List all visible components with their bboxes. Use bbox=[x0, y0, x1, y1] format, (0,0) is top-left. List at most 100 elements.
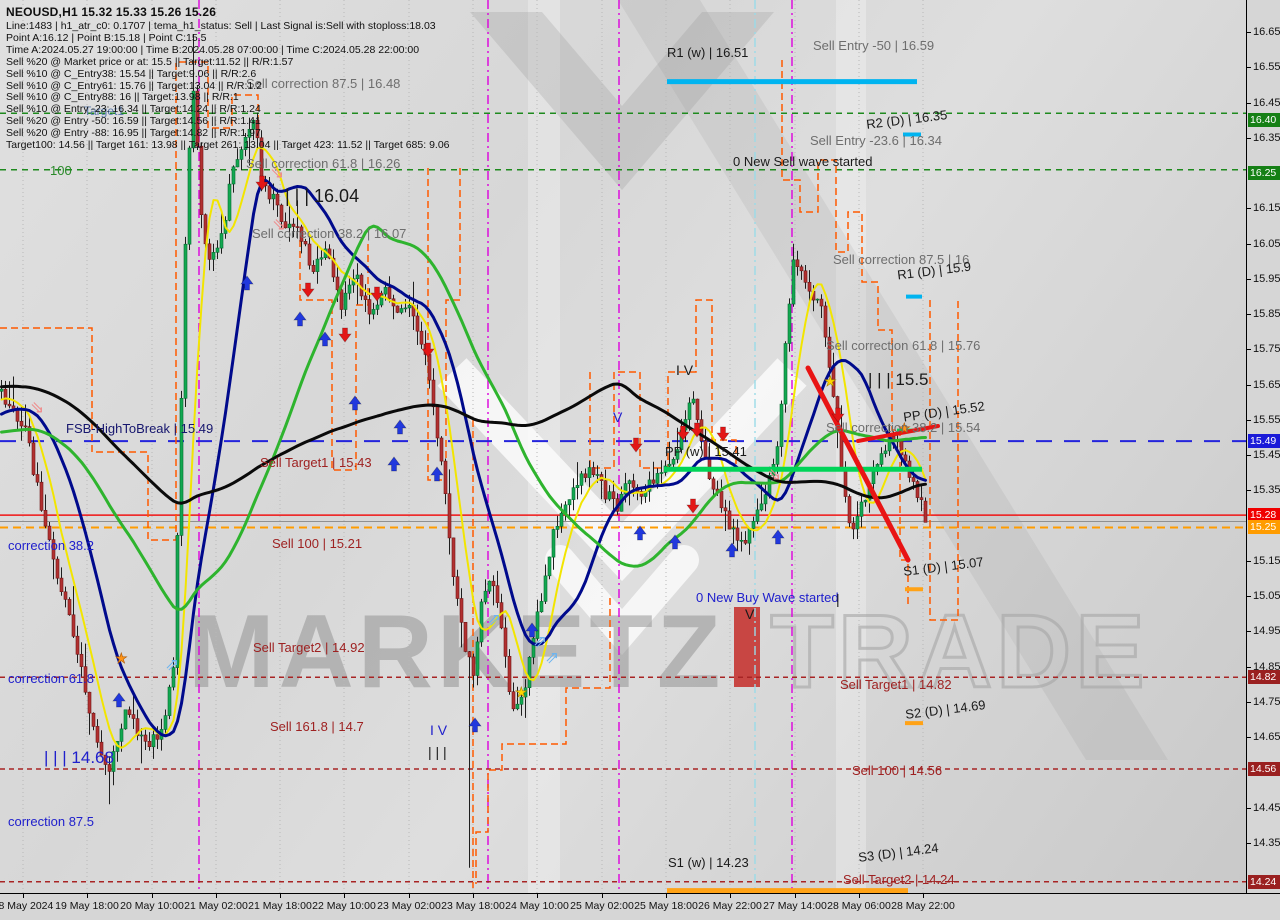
candle-body bbox=[447, 493, 452, 539]
price-axis-tick bbox=[1247, 278, 1251, 280]
chart-label: Sell correction 61.8 | 15.76 bbox=[826, 338, 981, 353]
sell-arrow-icon bbox=[338, 327, 352, 343]
trend-line bbox=[805, 365, 911, 563]
time-axis-label: 22 May 10:00 bbox=[312, 900, 376, 912]
candle-body bbox=[587, 467, 592, 478]
candle-body bbox=[335, 276, 340, 291]
candle-body bbox=[307, 243, 312, 266]
candle-body bbox=[363, 295, 368, 300]
breakdown-arrow-icon: ⇘ bbox=[270, 163, 284, 183]
buy-arrow-icon bbox=[293, 311, 307, 327]
candle-body bbox=[283, 221, 288, 229]
candle-body bbox=[299, 226, 304, 242]
candle-body bbox=[827, 336, 832, 368]
chart-label: Sell 161.8 | 14.7 bbox=[270, 719, 364, 734]
candle-body bbox=[67, 599, 72, 616]
candle-body bbox=[611, 491, 616, 500]
sell-arrow-icon bbox=[676, 425, 690, 441]
candle-body bbox=[167, 686, 172, 716]
chart-label: | bbox=[836, 591, 840, 607]
candle-body bbox=[855, 516, 860, 530]
candle-body bbox=[95, 726, 100, 743]
ma-line-fast bbox=[0, 146, 927, 749]
breakdown-arrow-icon: ⇘ bbox=[767, 465, 781, 485]
candle-body bbox=[507, 655, 512, 692]
candle-body bbox=[275, 193, 280, 206]
candle-body bbox=[191, 90, 196, 149]
price-badge: 14.56 bbox=[1248, 761, 1280, 776]
candle-body bbox=[451, 537, 456, 578]
grid-layer bbox=[22, 0, 924, 893]
info-line: Sell %10 @ Entry -23: 16.34 || Target:14… bbox=[6, 103, 261, 116]
chart-label: 100 bbox=[50, 163, 72, 178]
buy-arrow-icon bbox=[387, 456, 401, 472]
candle-body bbox=[727, 510, 732, 530]
candle-body bbox=[667, 463, 672, 467]
candle-body bbox=[747, 528, 752, 544]
candle-body bbox=[559, 512, 564, 527]
candle-body bbox=[395, 305, 400, 313]
candle-body bbox=[799, 266, 804, 272]
candle-body bbox=[15, 409, 20, 422]
candle-body bbox=[623, 483, 628, 495]
candle-body bbox=[431, 379, 436, 408]
candle-body bbox=[399, 308, 404, 313]
buy-arrow-icon bbox=[633, 525, 647, 541]
candle-body bbox=[575, 485, 580, 488]
candle-body bbox=[143, 734, 148, 742]
candle-body bbox=[267, 185, 272, 200]
candle-body bbox=[755, 509, 760, 522]
price-axis-label: 16.15 bbox=[1253, 202, 1280, 215]
price-axis-tick bbox=[1247, 137, 1251, 139]
candle-body bbox=[195, 90, 200, 147]
candle-body bbox=[151, 734, 156, 748]
candle-body bbox=[495, 585, 500, 603]
candle-body bbox=[91, 712, 96, 727]
price-axis-label: 16.55 bbox=[1253, 61, 1280, 74]
time-axis-tick bbox=[602, 894, 603, 898]
price-axis-tick bbox=[1247, 807, 1251, 809]
chart-label: V bbox=[745, 606, 755, 622]
time-axis-label: 23 May 02:00 bbox=[377, 900, 441, 912]
price-axis-label: 15.55 bbox=[1253, 413, 1280, 426]
time-axis-tick bbox=[280, 894, 281, 898]
price-axis-tick bbox=[1247, 842, 1251, 844]
time-axis-label: 18 May 2024 bbox=[0, 900, 54, 912]
candle-body bbox=[455, 576, 460, 599]
candle-body bbox=[483, 590, 488, 603]
candle-body bbox=[515, 703, 520, 710]
price-axis-tick bbox=[1247, 666, 1251, 668]
symbol-title: NEOUSD,H1 15.32 15.33 15.26 15.26 bbox=[6, 5, 217, 19]
candle-body bbox=[743, 539, 748, 544]
candle-body bbox=[383, 287, 388, 295]
candle-body bbox=[127, 709, 132, 715]
buy-arrow-icon bbox=[240, 275, 254, 291]
chart-canvas[interactable]: MARKETZ TRADE ⇗ ⇗ ⇗ ⇗ ⇘ ⇘ ⇘ ⇘ ★ ★ ★ ★ Sell correctio… bbox=[0, 0, 1246, 893]
price-plot: ⇗⇗⇗⇗⇘⇘⇘⇘★★★★ bbox=[0, 0, 1246, 893]
candle-body bbox=[239, 149, 244, 160]
candle-body bbox=[847, 496, 852, 524]
time-axis-label: 21 May 18:00 bbox=[248, 900, 312, 912]
time-axis-label: 23 May 18:00 bbox=[441, 900, 505, 912]
candle-body bbox=[47, 525, 52, 540]
chart-label: S1 (w) | 14.23 bbox=[668, 855, 749, 870]
indicator-channel-path bbox=[0, 61, 259, 541]
chart-label: Sell correction 87.5 | 16.48 bbox=[246, 76, 401, 91]
price-badge: 15.49 bbox=[1248, 434, 1280, 449]
price-axis[interactable]: 16.65 16.55 16.45 16.35 16.15 16.05 15.95 15.85… bbox=[1246, 0, 1280, 893]
candle-body bbox=[231, 166, 236, 185]
candle-body bbox=[519, 696, 524, 705]
candle-body bbox=[443, 460, 448, 495]
time-axis-label: 26 May 22:00 bbox=[698, 900, 762, 912]
indicator-channel-path bbox=[929, 300, 959, 621]
watermark-left-text: MARKETZ bbox=[188, 594, 725, 710]
price-axis-label: 14.45 bbox=[1253, 801, 1280, 814]
indicator-channel-path bbox=[781, 60, 909, 604]
candle-body bbox=[639, 491, 644, 497]
candle-body bbox=[75, 635, 80, 655]
moving-averages-layer bbox=[0, 146, 927, 749]
candle-body bbox=[671, 458, 676, 465]
trend-line bbox=[856, 424, 940, 443]
price-axis-label: 15.35 bbox=[1253, 484, 1280, 497]
